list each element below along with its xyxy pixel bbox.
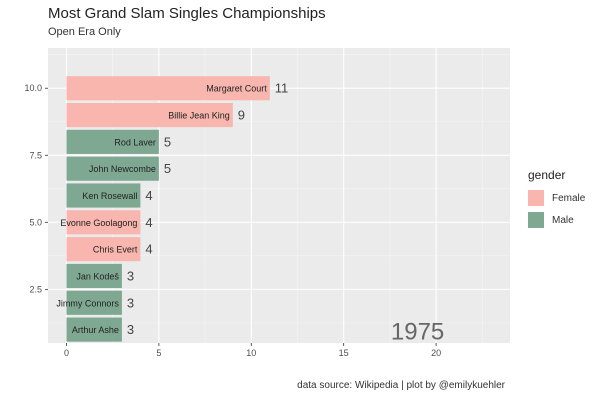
bar-value-label: 9: [238, 108, 245, 123]
bar-value-label: 4: [145, 215, 152, 230]
bar-name-label: Margaret Court: [206, 84, 267, 94]
frame-year-label: 1975: [391, 319, 444, 346]
bar-name-label: Ken Rosewall: [82, 191, 137, 201]
bar-value-label: 3: [127, 268, 134, 283]
bar-name-label: Rod Laver: [114, 137, 156, 147]
bar-jimmy-connors: [66, 290, 122, 315]
y-tick-label: 2.5: [29, 284, 42, 294]
bar-value-label: 5: [164, 161, 171, 176]
y-tick-label: 7.5: [29, 150, 42, 160]
bar-value-label: 3: [127, 322, 134, 337]
legend: gender Female Male: [528, 168, 585, 232]
bars-group: [66, 76, 270, 342]
bar-john-newcombe: [66, 156, 159, 181]
x-tick-label: 15: [339, 348, 349, 358]
bar-name-label: Evonne Goolagong: [60, 218, 137, 228]
legend-item-male: Male: [528, 210, 585, 230]
bar-labels-group: Margaret Court 11 Billie Jean King 9 Rod Lav…: [56, 81, 288, 337]
bar-value-label: 4: [145, 242, 152, 257]
chart-caption: data source: Wikipedia | plot by @emilyk…: [297, 380, 505, 391]
bar-name-label: Jan Kodeš: [76, 271, 119, 281]
x-tick-label: 0: [64, 348, 69, 358]
x-tick-label: 20: [431, 348, 441, 358]
x-tick-label: 5: [156, 348, 161, 358]
bar-arthur-ashe: [66, 317, 122, 342]
bar-name-label: Jimmy Connors: [56, 298, 119, 308]
bar-value-label: 4: [145, 188, 152, 203]
bar-evonne-goolagong: [66, 210, 141, 235]
bar-value-label: 11: [275, 81, 289, 96]
bar-chris-evert: [66, 237, 141, 262]
chart-title: Most Grand Slam Singles Championships: [48, 5, 326, 22]
bar-name-label: Chris Evert: [93, 245, 138, 255]
bar-name-label: Arthur Ashe: [72, 325, 119, 335]
bar-billie-jean-king: [66, 102, 233, 128]
legend-key-male: [528, 212, 544, 228]
y-tick-label: 10.0: [24, 83, 42, 93]
axes: 0 5 10 15 20 2.5 5.0 7.5 10.0: [24, 83, 441, 358]
legend-key-female: [528, 190, 544, 206]
legend-label-male: Male: [552, 214, 574, 226]
x-tick-label: 10: [246, 348, 256, 358]
bar-margaret-court: [66, 76, 270, 101]
y-tick-label: 5.0: [29, 217, 42, 227]
legend-label-female: Female: [552, 192, 586, 204]
legend-title: gender: [528, 168, 566, 182]
chart-subtitle: Open Era Only: [48, 26, 121, 38]
legend-item-female: Female: [528, 188, 585, 208]
bar-jan-kode-: [66, 263, 122, 289]
bar-name-label: Billie Jean King: [168, 111, 230, 121]
bar-name-label: John Newcombe: [89, 164, 156, 174]
bar-value-label: 5: [164, 134, 171, 149]
bar-ken-rosewall: [66, 183, 141, 208]
bar-value-label: 3: [127, 295, 134, 310]
bar-rod-laver: [66, 129, 159, 154]
